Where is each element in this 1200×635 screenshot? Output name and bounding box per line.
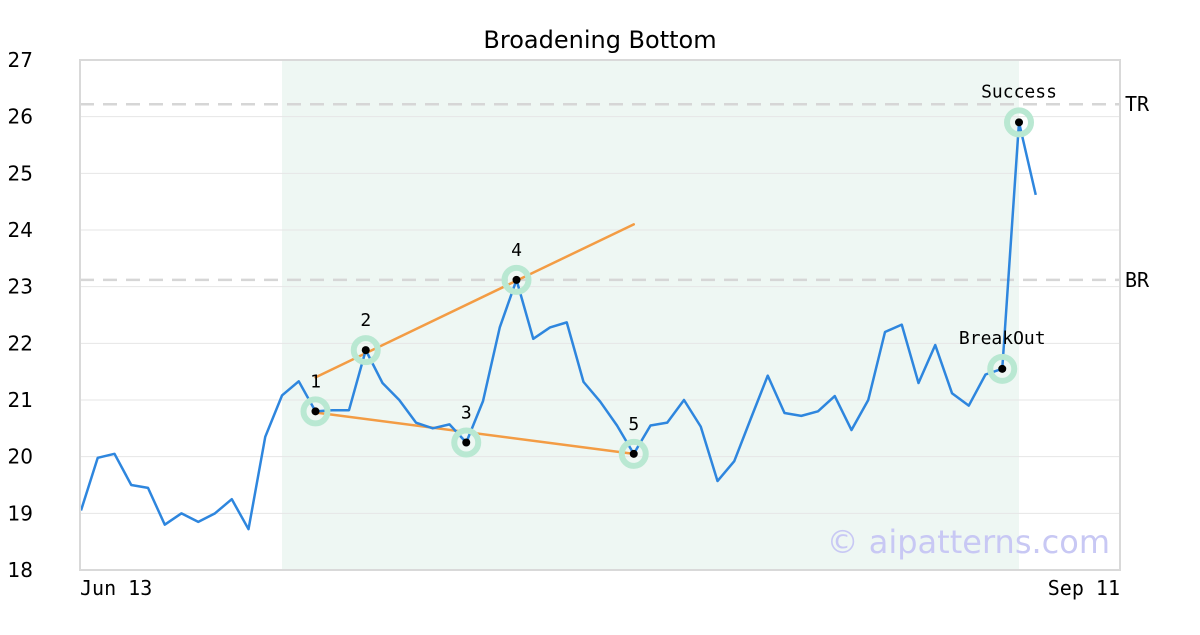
pivot-halo [987, 353, 1018, 384]
y-tick-label: 21 [8, 388, 33, 412]
x-tick-label: Sep 11 [1048, 576, 1120, 600]
watermark: © aipatterns.com [827, 523, 1110, 561]
y-tick-label: 23 [8, 275, 33, 299]
pivot-point [629, 449, 638, 458]
pivot-halo [1004, 107, 1034, 138]
y-tick-label: 18 [8, 558, 33, 582]
pivot-halo [501, 264, 532, 295]
y-tick-label: 22 [8, 331, 33, 355]
pivot-halo [300, 396, 331, 427]
pivot-label: 5 [628, 414, 639, 435]
pivot-point [512, 275, 521, 284]
reference-line-label: TR [1125, 92, 1150, 116]
pivot-label: Success [981, 81, 1057, 102]
pivot-label: 1 [310, 371, 321, 392]
pivots-layer: 1 2 3 4 5 BreakOut Success [300, 81, 1057, 469]
y-tick-label: 24 [8, 218, 33, 242]
pivot-point [361, 346, 370, 355]
pivot-halo [451, 427, 482, 458]
pivot-halo [350, 335, 381, 366]
pivot-point [998, 364, 1007, 373]
pivot-label: BreakOut [959, 328, 1046, 349]
pivot-halo [618, 438, 649, 469]
y-tick-label: 20 [8, 445, 33, 469]
y-tick-label: 19 [8, 501, 33, 525]
pattern-region [282, 60, 1019, 570]
y-tick-label: 26 [8, 105, 33, 129]
pivot-label: 4 [511, 240, 522, 261]
pivot-label: 3 [461, 403, 472, 424]
y-tick-label: 25 [8, 161, 33, 185]
pivot-point [311, 407, 320, 416]
pattern-region-layer [282, 60, 1019, 570]
chart-title: Broadening Bottom [483, 26, 716, 54]
reference-lines-layer: TR BR [80, 92, 1150, 292]
plot-frame [79, 59, 1121, 571]
pivot-point [1015, 118, 1023, 127]
pivot-point [462, 438, 471, 447]
series-layer [79, 121, 1037, 531]
reference-line-label: BR [1125, 268, 1150, 292]
pivot-label: 2 [360, 310, 371, 331]
x-tick-label: Jun 13 [80, 576, 152, 600]
y-tick-label: 27 [8, 48, 33, 72]
price-line [79, 121, 1037, 531]
